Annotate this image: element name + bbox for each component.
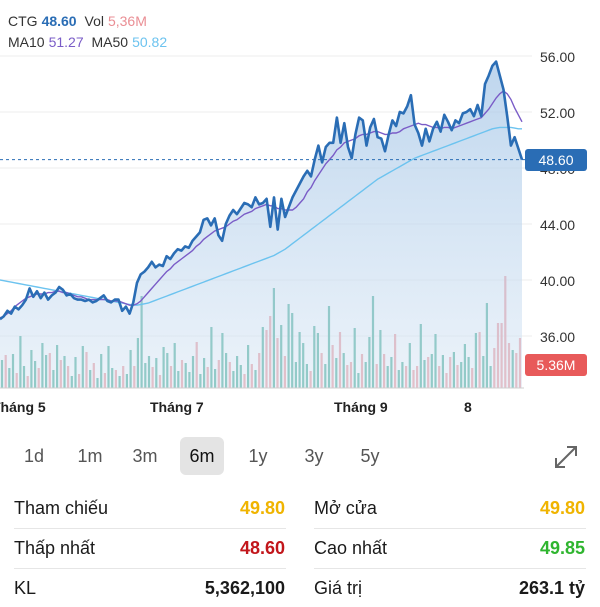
- stats-row-1: Tham chiếu 49.80 Mở cửa 49.80: [0, 489, 600, 527]
- period-selector: 1d 1m 3m 6m 1y 3y 5y: [12, 437, 590, 477]
- divider: [14, 528, 286, 529]
- volume-label: KL: [14, 578, 37, 598]
- y-tick-56: 56.00: [540, 49, 576, 65]
- symbol-label: CTG: [8, 13, 38, 29]
- y-tick-36: 36.00: [540, 329, 576, 345]
- x-tick-thang-9: Tháng 9: [334, 399, 388, 415]
- ma-legend: MA10 51.27 MA50 50.82: [8, 33, 171, 51]
- ma50-line: [0, 126, 522, 306]
- period-6m[interactable]: 6m: [180, 437, 224, 475]
- price-area: [0, 61, 522, 388]
- y-tick-40: 40.00: [540, 273, 576, 289]
- divider: [314, 568, 586, 569]
- volume-tag: 5.36M: [525, 354, 587, 376]
- period-3m[interactable]: 3m: [132, 446, 158, 466]
- price-value: 48.60: [41, 13, 77, 29]
- vol-value: 5,36M: [107, 13, 147, 29]
- ma10-value: 51.27: [48, 34, 84, 50]
- open-label: Mở cửa: [314, 498, 377, 518]
- x-tick-8: 8: [464, 399, 472, 415]
- price-line: [0, 60, 524, 321]
- period-5y[interactable]: 5y: [360, 446, 380, 466]
- vol-label: Vol: [84, 13, 104, 29]
- low-label: Thấp nhất: [14, 538, 96, 558]
- reference-value: 49.80: [239, 498, 285, 518]
- x-tick-thang-5: Tháng 5: [0, 399, 46, 415]
- stats-row-2: Thấp nhất 48.60 Cao nhất 49.85: [0, 529, 600, 567]
- low-value: 48.60: [239, 538, 285, 558]
- value-label: Giá trị: [314, 578, 363, 598]
- period-1d[interactable]: 1d: [23, 446, 45, 466]
- value-value: 263.1 tỷ: [518, 578, 585, 598]
- divider: [314, 528, 586, 529]
- expand-icon[interactable]: [552, 443, 580, 471]
- ma50-value: 50.82: [132, 34, 168, 50]
- high-label: Cao nhất: [314, 538, 388, 558]
- open-value: 49.80: [539, 498, 585, 518]
- stats-row-3: KL 5,362,100 Giá trị 263.1 tỷ: [0, 569, 600, 607]
- price-legend: CTG 48.60 Vol 5,36M: [8, 12, 151, 30]
- last-price-tag: 48.60: [525, 149, 587, 171]
- y-tick-52: 52.00: [540, 105, 576, 121]
- period-3y[interactable]: 3y: [304, 446, 324, 466]
- reference-label: Tham chiếu: [14, 498, 109, 518]
- ma50-label: MA50: [91, 34, 129, 50]
- divider: [14, 568, 286, 569]
- period-1y[interactable]: 1y: [248, 446, 268, 466]
- period-1m[interactable]: 1m: [77, 446, 103, 466]
- volume-value: 5,362,100: [204, 578, 285, 598]
- y-tick-44: 44.00: [540, 217, 576, 233]
- price-chart[interactable]: [0, 0, 600, 400]
- ma10-label: MA10: [8, 34, 45, 50]
- high-value: 49.85: [539, 538, 585, 558]
- x-tick-thang-7: Tháng 7: [150, 399, 204, 415]
